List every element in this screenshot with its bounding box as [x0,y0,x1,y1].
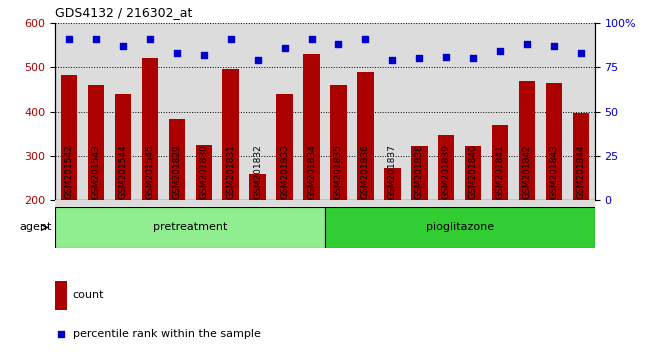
Point [64,36,74,42]
Point [441,54,452,59]
Point [280,45,290,51]
Point [495,48,506,54]
Point [387,57,398,63]
Text: count: count [73,290,104,301]
Point [306,36,317,42]
Bar [384,168,400,200]
Bar [573,113,590,200]
Point [522,41,532,47]
Text: pretreatment: pretreatment [153,222,228,233]
Bar [168,119,185,200]
Bar [465,145,482,200]
Bar [60,75,77,200]
Point [360,36,370,42]
Bar [55,207,325,248]
Bar [519,80,536,200]
Text: agent: agent [20,222,52,233]
Bar [492,125,508,200]
Bar [88,85,104,200]
Bar [55,281,67,309]
Point [172,50,182,56]
Point [549,43,560,49]
Point [118,43,128,49]
Bar [196,145,212,200]
Bar [304,54,320,200]
Point [90,36,101,42]
Bar [276,94,292,200]
Point [144,36,155,42]
Bar [411,145,428,200]
Bar [546,83,562,200]
Text: percentile rank within the sample: percentile rank within the sample [73,329,261,339]
Point [56,331,66,337]
Point [198,52,209,58]
Point [468,56,478,61]
Point [226,36,236,42]
Bar [438,135,454,200]
Bar [325,207,595,248]
Text: pioglitazone: pioglitazone [426,222,494,233]
Point [414,56,424,61]
Text: GDS4132 / 216302_at: GDS4132 / 216302_at [55,6,192,19]
Bar [250,175,266,200]
Point [252,57,263,63]
Bar [358,72,374,200]
Bar [142,58,158,200]
Point [333,41,344,47]
Bar [222,69,239,200]
Bar [330,85,346,200]
Point [576,50,586,56]
Bar [114,94,131,200]
